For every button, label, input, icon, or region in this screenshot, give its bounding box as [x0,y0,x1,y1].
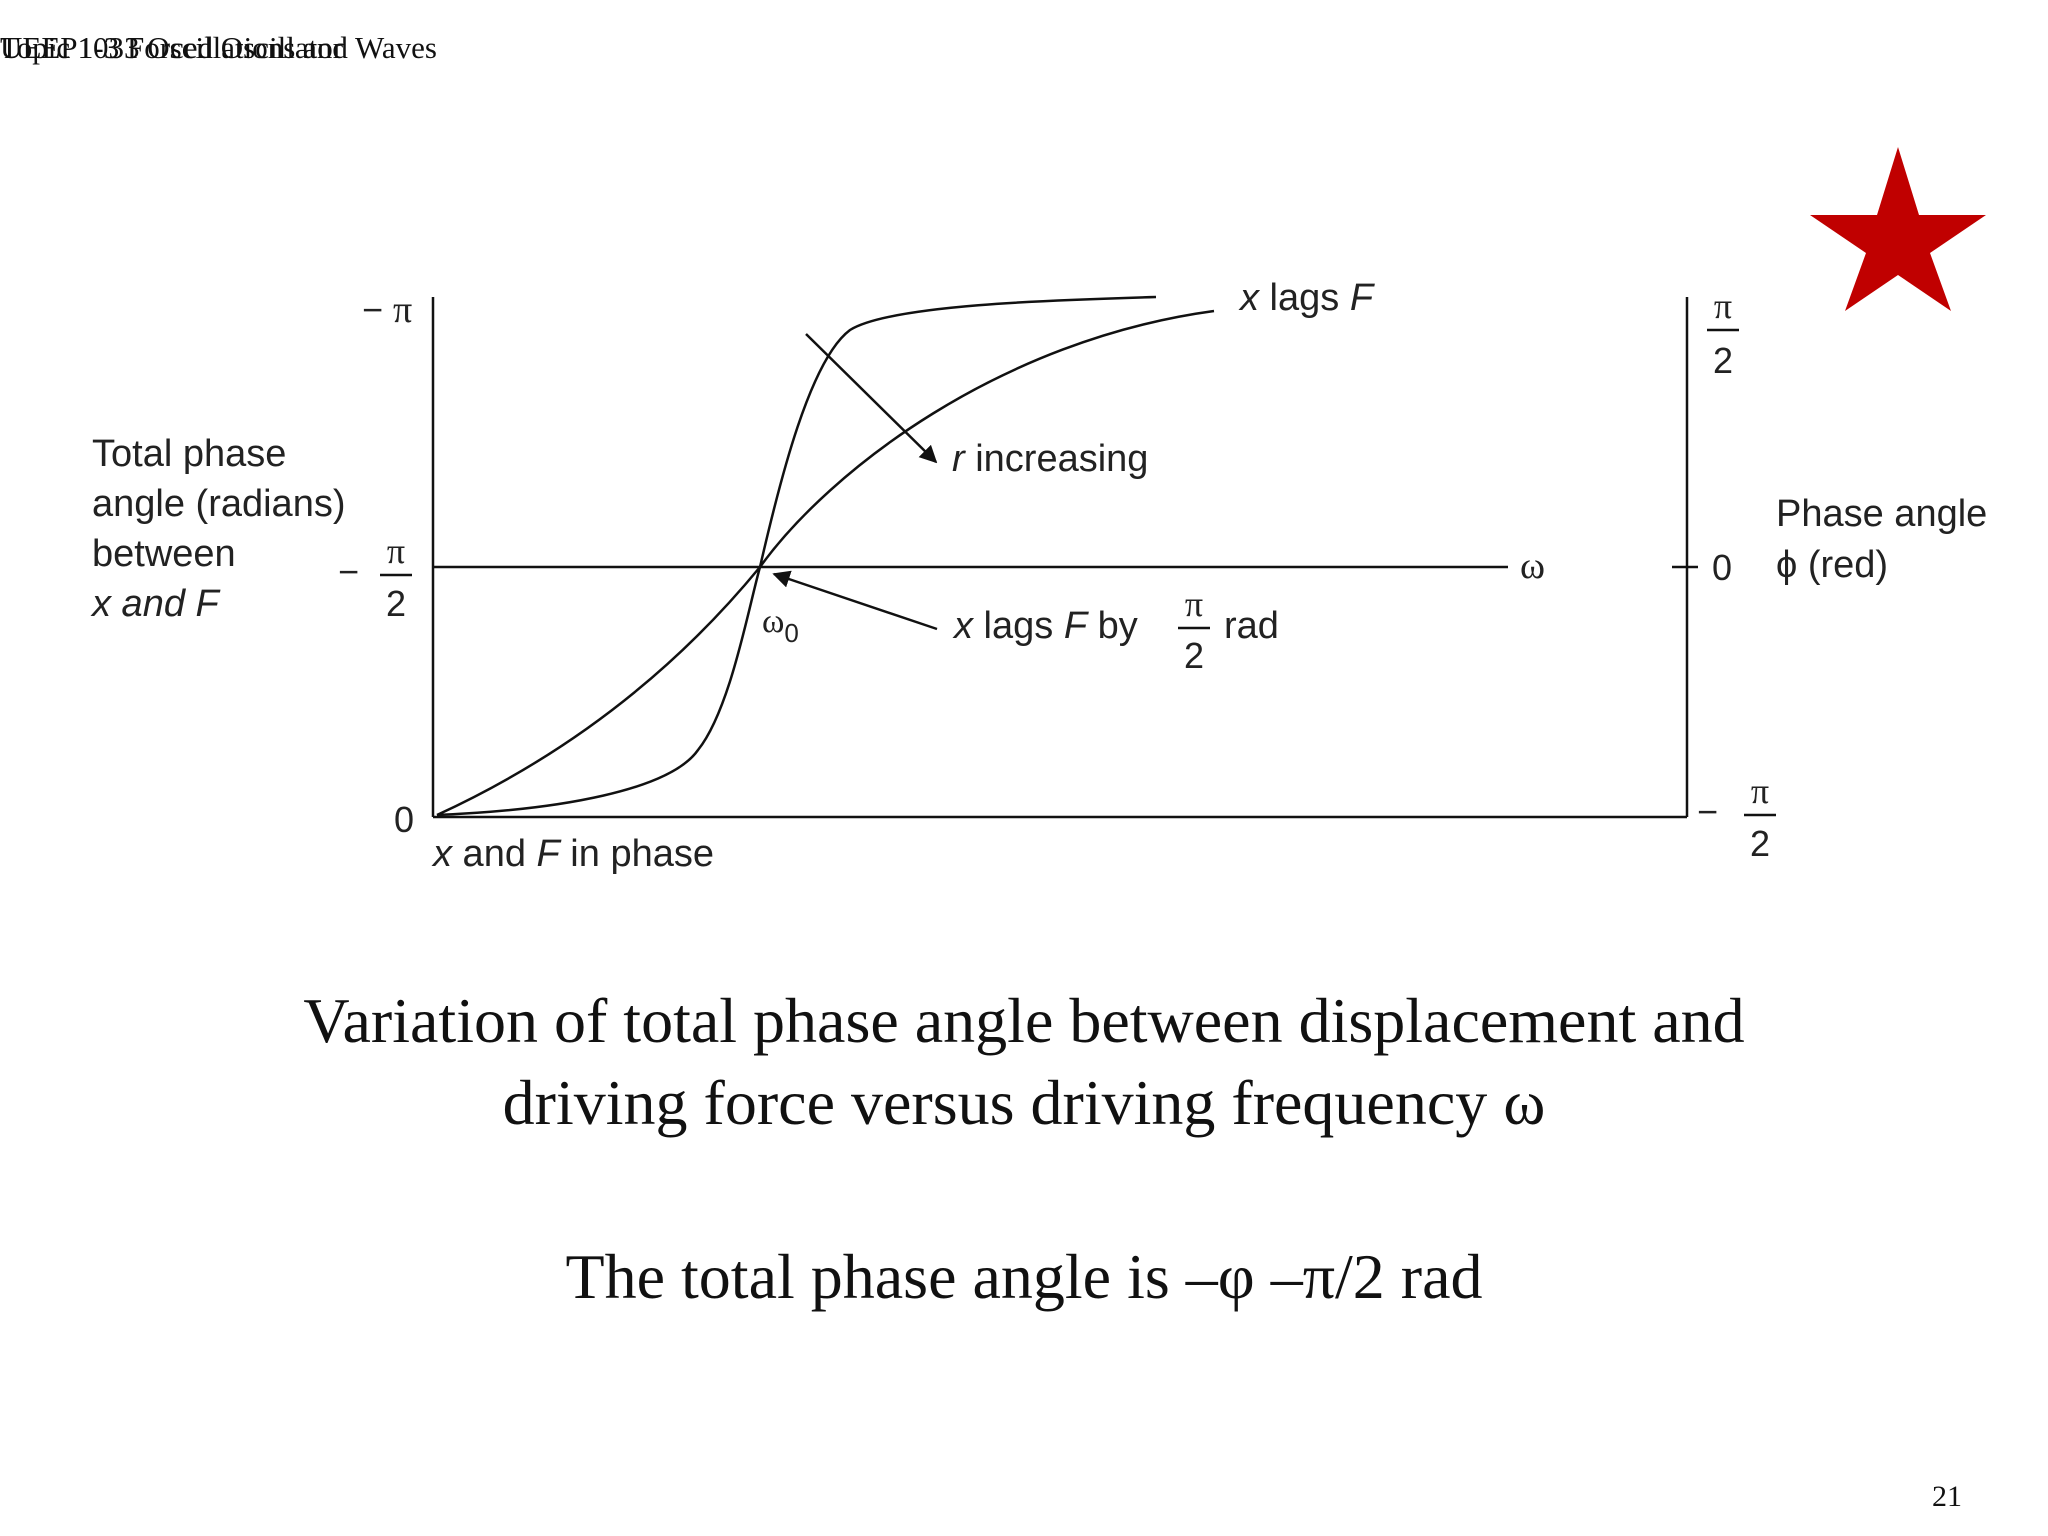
right-tick-mid: 0 [1712,547,1732,588]
right-axis-title-line-2: ϕ (red) [1776,544,1888,586]
annotation-by-den: 2 [1184,635,1204,676]
left-axis-title-line-3: between [92,533,236,575]
right-tick-top-num: π [1714,286,1732,326]
left-tick-top-pi: π [393,289,412,331]
left-tick-mid-sign: − [338,551,359,592]
r-increasing-arrow [805,333,938,464]
lags-by-arrow [772,570,938,631]
right-axis-title-line-1: Phase angle [1776,493,1987,535]
caption-line-2: driving force versus driving frequency ω [502,1067,1546,1138]
left-tick-bottom: 0 [394,799,414,840]
topic-title: Topic 1-3 Forced Oscillator [0,30,344,65]
annotation-r-increasing: r increasing [952,438,1148,480]
caption-line-1: Variation of total phase angle between d… [303,985,1745,1056]
left-axis-title-line-2: angle (radians) [92,483,345,525]
resonance-label: ω0 [762,603,799,648]
left-tick-mid-den: 2 [386,583,406,624]
left-axis-title-line-1: Total phase [92,433,286,475]
left-axis-title-line-4: x and F [90,583,221,625]
star-icon [1810,147,1986,311]
star-shape [1810,147,1986,311]
annotation-in-phase: x and F in phase [431,833,714,875]
curve-gradual [436,309,1215,817]
annotation-x-lags-f-by: x lags F by [952,605,1138,647]
curve-sharp [436,295,1157,817]
total-phase-statement: The total phase angle is –φ –π/2 rad [565,1241,1483,1312]
right-tick-bottom-den: 2 [1750,823,1770,864]
right-tick-bottom-num: π [1751,771,1769,811]
annotation-by-unit: rad [1224,605,1279,647]
page-number: 21 [1932,1480,1962,1513]
right-tick-top-den: 2 [1713,340,1733,381]
omega-axis-label: ω [1520,545,1545,587]
course-title: UEEP1033 Oscillations and Waves [0,30,437,65]
right-tick-bottom-sign: − [1697,791,1718,832]
annotation-by-num: π [1185,584,1203,624]
left-tick-mid-num: π [387,531,405,571]
annotation-x-lags-f: x lags F [1238,277,1375,319]
left-tick-top-sign: − [362,289,383,330]
